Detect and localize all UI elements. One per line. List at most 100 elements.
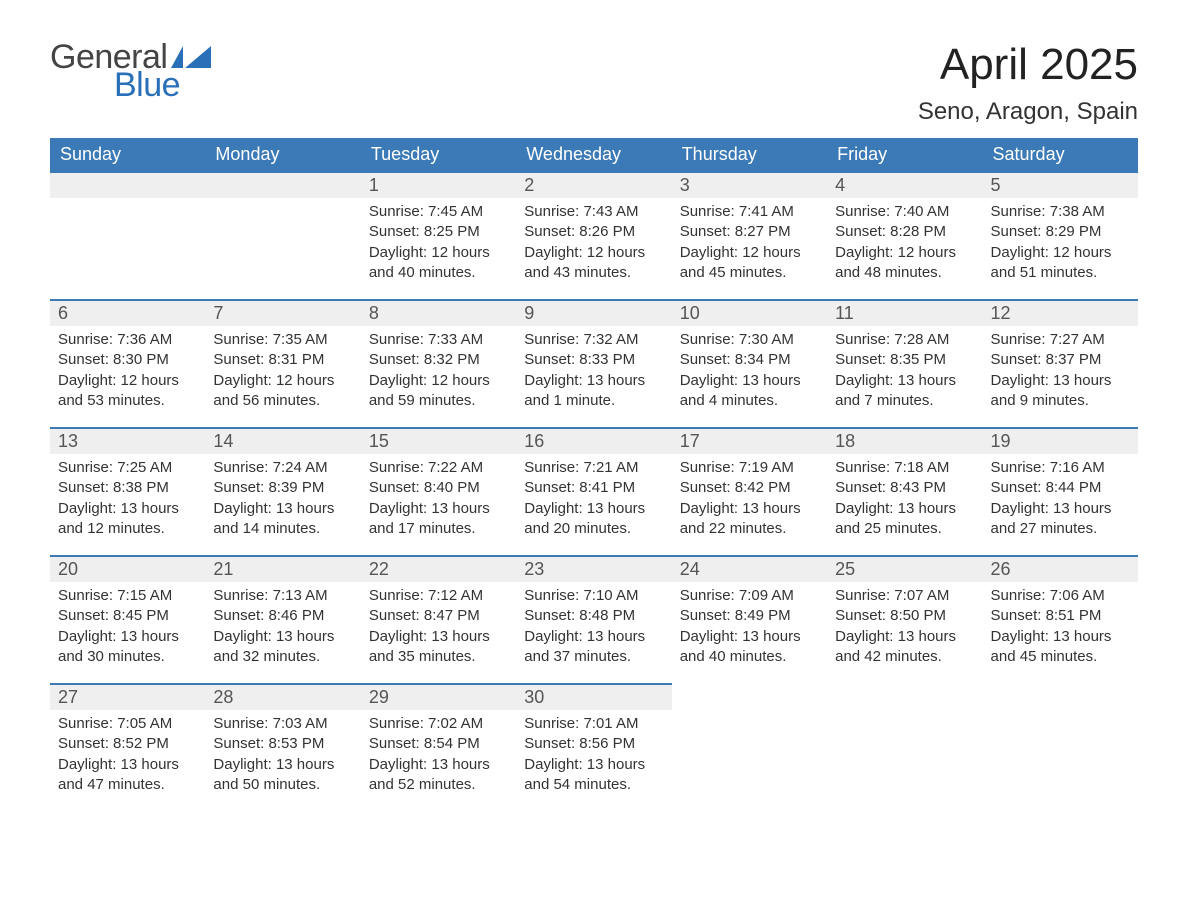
day-details: Sunrise: 7:13 AMSunset: 8:46 PMDaylight:… [205, 582, 360, 675]
weekday-header: Wednesday [516, 138, 671, 171]
sunset-line: Sunset: 8:43 PM [835, 478, 974, 498]
day-details: Sunrise: 7:40 AMSunset: 8:28 PMDaylight:… [827, 198, 982, 291]
day-details: Sunrise: 7:24 AMSunset: 8:39 PMDaylight:… [205, 454, 360, 547]
day-number: 29 [361, 683, 516, 710]
day-number: 17 [672, 427, 827, 454]
day-number: 9 [516, 299, 671, 326]
day-number: 20 [50, 555, 205, 582]
day-number: 28 [205, 683, 360, 710]
header: General Blue April 2025 Seno, Aragon, Sp… [50, 40, 1138, 126]
day-number: 23 [516, 555, 671, 582]
calendar-day: 8Sunrise: 7:33 AMSunset: 8:32 PMDaylight… [361, 299, 516, 427]
daylight-line: Daylight: 12 hours and 56 minutes. [213, 371, 352, 412]
sunset-line: Sunset: 8:44 PM [991, 478, 1130, 498]
calendar-day: 23Sunrise: 7:10 AMSunset: 8:48 PMDayligh… [516, 555, 671, 683]
calendar-table: SundayMondayTuesdayWednesdayThursdayFrid… [50, 138, 1138, 811]
weekday-header: Sunday [50, 138, 205, 171]
day-number: 24 [672, 555, 827, 582]
day-details: Sunrise: 7:41 AMSunset: 8:27 PMDaylight:… [672, 198, 827, 291]
day-number: 8 [361, 299, 516, 326]
sunrise-line: Sunrise: 7:07 AM [835, 586, 974, 606]
daylight-line: Daylight: 12 hours and 51 minutes. [991, 243, 1130, 284]
day-number: 26 [983, 555, 1138, 582]
calendar-day: 4Sunrise: 7:40 AMSunset: 8:28 PMDaylight… [827, 171, 982, 299]
sunset-line: Sunset: 8:34 PM [680, 350, 819, 370]
calendar-day-empty [50, 171, 205, 299]
daylight-line: Daylight: 13 hours and 17 minutes. [369, 499, 508, 540]
sunset-line: Sunset: 8:50 PM [835, 606, 974, 626]
weekday-header: Thursday [672, 138, 827, 171]
day-details: Sunrise: 7:25 AMSunset: 8:38 PMDaylight:… [50, 454, 205, 547]
calendar-day: 9Sunrise: 7:32 AMSunset: 8:33 PMDaylight… [516, 299, 671, 427]
sunrise-line: Sunrise: 7:05 AM [58, 714, 197, 734]
daylight-line: Daylight: 13 hours and 42 minutes. [835, 627, 974, 668]
calendar-day-empty [205, 171, 360, 299]
sunrise-line: Sunrise: 7:06 AM [991, 586, 1130, 606]
daylight-line: Daylight: 13 hours and 7 minutes. [835, 371, 974, 412]
sunset-line: Sunset: 8:33 PM [524, 350, 663, 370]
calendar-day: 29Sunrise: 7:02 AMSunset: 8:54 PMDayligh… [361, 683, 516, 811]
calendar-day: 12Sunrise: 7:27 AMSunset: 8:37 PMDayligh… [983, 299, 1138, 427]
calendar-day: 28Sunrise: 7:03 AMSunset: 8:53 PMDayligh… [205, 683, 360, 811]
sunrise-line: Sunrise: 7:35 AM [213, 330, 352, 350]
sunrise-line: Sunrise: 7:43 AM [524, 202, 663, 222]
sunset-line: Sunset: 8:56 PM [524, 734, 663, 754]
calendar-day: 5Sunrise: 7:38 AMSunset: 8:29 PMDaylight… [983, 171, 1138, 299]
daylight-line: Daylight: 13 hours and 30 minutes. [58, 627, 197, 668]
day-details: Sunrise: 7:19 AMSunset: 8:42 PMDaylight:… [672, 454, 827, 547]
day-details: Sunrise: 7:03 AMSunset: 8:53 PMDaylight:… [205, 710, 360, 803]
calendar-day: 10Sunrise: 7:30 AMSunset: 8:34 PMDayligh… [672, 299, 827, 427]
sunrise-line: Sunrise: 7:10 AM [524, 586, 663, 606]
daylight-line: Daylight: 13 hours and 1 minute. [524, 371, 663, 412]
day-details: Sunrise: 7:07 AMSunset: 8:50 PMDaylight:… [827, 582, 982, 675]
day-number: 18 [827, 427, 982, 454]
sunrise-line: Sunrise: 7:38 AM [991, 202, 1130, 222]
sunrise-line: Sunrise: 7:41 AM [680, 202, 819, 222]
sunrise-line: Sunrise: 7:16 AM [991, 458, 1130, 478]
daylight-line: Daylight: 12 hours and 45 minutes. [680, 243, 819, 284]
weekday-header: Tuesday [361, 138, 516, 171]
sunrise-line: Sunrise: 7:01 AM [524, 714, 663, 734]
day-number: 14 [205, 427, 360, 454]
calendar-day: 6Sunrise: 7:36 AMSunset: 8:30 PMDaylight… [50, 299, 205, 427]
day-details: Sunrise: 7:15 AMSunset: 8:45 PMDaylight:… [50, 582, 205, 675]
daylight-line: Daylight: 13 hours and 40 minutes. [680, 627, 819, 668]
flag-icon [171, 46, 211, 68]
day-number: 4 [827, 171, 982, 198]
weekday-header: Saturday [983, 138, 1138, 171]
calendar-day-empty [983, 683, 1138, 811]
calendar-day: 24Sunrise: 7:09 AMSunset: 8:49 PMDayligh… [672, 555, 827, 683]
sunset-line: Sunset: 8:52 PM [58, 734, 197, 754]
sunrise-line: Sunrise: 7:28 AM [835, 330, 974, 350]
calendar-day: 26Sunrise: 7:06 AMSunset: 8:51 PMDayligh… [983, 555, 1138, 683]
calendar-week: 27Sunrise: 7:05 AMSunset: 8:52 PMDayligh… [50, 683, 1138, 811]
sunset-line: Sunset: 8:29 PM [991, 222, 1130, 242]
sunset-line: Sunset: 8:28 PM [835, 222, 974, 242]
day-details: Sunrise: 7:32 AMSunset: 8:33 PMDaylight:… [516, 326, 671, 419]
day-details: Sunrise: 7:18 AMSunset: 8:43 PMDaylight:… [827, 454, 982, 547]
calendar-day: 30Sunrise: 7:01 AMSunset: 8:56 PMDayligh… [516, 683, 671, 811]
day-details: Sunrise: 7:10 AMSunset: 8:48 PMDaylight:… [516, 582, 671, 675]
day-details: Sunrise: 7:38 AMSunset: 8:29 PMDaylight:… [983, 198, 1138, 291]
calendar-day: 13Sunrise: 7:25 AMSunset: 8:38 PMDayligh… [50, 427, 205, 555]
day-details: Sunrise: 7:05 AMSunset: 8:52 PMDaylight:… [50, 710, 205, 803]
day-number: 2 [516, 171, 671, 198]
calendar-day: 7Sunrise: 7:35 AMSunset: 8:31 PMDaylight… [205, 299, 360, 427]
day-number: 21 [205, 555, 360, 582]
day-details: Sunrise: 7:36 AMSunset: 8:30 PMDaylight:… [50, 326, 205, 419]
daylight-line: Daylight: 12 hours and 43 minutes. [524, 243, 663, 284]
day-number: 5 [983, 171, 1138, 198]
day-details: Sunrise: 7:30 AMSunset: 8:34 PMDaylight:… [672, 326, 827, 419]
sunset-line: Sunset: 8:25 PM [369, 222, 508, 242]
daylight-line: Daylight: 13 hours and 45 minutes. [991, 627, 1130, 668]
daylight-line: Daylight: 13 hours and 52 minutes. [369, 755, 508, 796]
calendar-day: 14Sunrise: 7:24 AMSunset: 8:39 PMDayligh… [205, 427, 360, 555]
day-number: 27 [50, 683, 205, 710]
day-details: Sunrise: 7:06 AMSunset: 8:51 PMDaylight:… [983, 582, 1138, 675]
sunset-line: Sunset: 8:53 PM [213, 734, 352, 754]
day-number: 12 [983, 299, 1138, 326]
daylight-line: Daylight: 13 hours and 4 minutes. [680, 371, 819, 412]
sunrise-line: Sunrise: 7:27 AM [991, 330, 1130, 350]
calendar-week: 1Sunrise: 7:45 AMSunset: 8:25 PMDaylight… [50, 171, 1138, 299]
day-number: 30 [516, 683, 671, 710]
